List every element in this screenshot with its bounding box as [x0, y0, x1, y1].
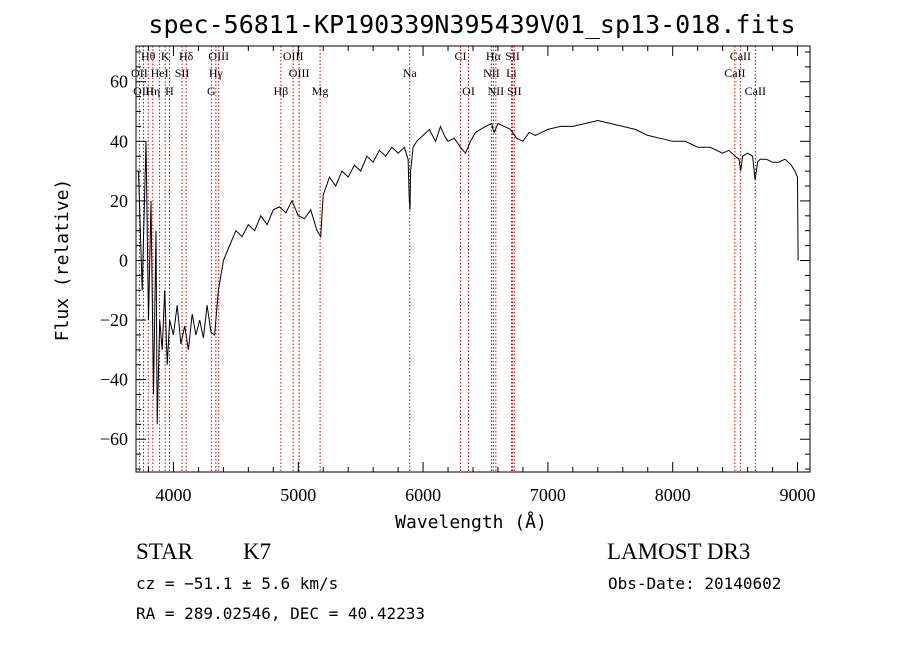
emission-line-label: SII: [507, 84, 522, 98]
emission-line-label: OIII: [133, 84, 154, 98]
emission-line-label: K: [161, 49, 170, 63]
emission-line-label: OI: [462, 84, 475, 98]
obs-date-text: Obs-Date: 20140602: [608, 574, 782, 593]
emission-line-label: HeI: [151, 66, 169, 80]
y-tick-label: −40: [100, 370, 128, 390]
emission-line-label: Hβ: [274, 84, 289, 98]
emission-line-label: H: [165, 84, 174, 98]
coordinates-text: RA = 289.02546, DEC = 40.42233: [136, 604, 425, 623]
emission-line-markers: [138, 46, 756, 472]
object-class: STAR: [136, 539, 193, 564]
emission-line-label: Hδ: [179, 49, 194, 63]
emission-line-label: OIII: [289, 66, 310, 80]
emission-line-label: CaII: [745, 84, 766, 98]
y-axis-label: Flux (relative): [52, 179, 73, 342]
emission-line-label: CI: [455, 49, 467, 63]
y-tick-label: 20: [110, 191, 128, 211]
x-tick-label: 6000: [405, 485, 441, 505]
y-tick-label: 40: [110, 131, 128, 151]
emission-line-label: OIII: [208, 49, 229, 63]
x-tick-label: 9000: [780, 485, 816, 505]
x-tick-label: 4000: [155, 485, 191, 505]
emission-line-label: Na: [403, 66, 418, 80]
emission-line-label: SII: [505, 49, 520, 63]
x-tick-label: 8000: [655, 485, 691, 505]
flux-spectrum-line: [138, 119, 799, 425]
y-tick-label: 60: [110, 72, 128, 92]
emission-line-label: Li: [506, 66, 517, 80]
y-tick-label: −20: [100, 310, 128, 330]
survey-name: LAMOST DR3: [607, 539, 751, 564]
emission-line-label: Hη: [145, 84, 160, 98]
plot-frame: [135, 45, 811, 473]
emission-line-label: Hθ: [141, 49, 156, 63]
emission-line-label: OII: [131, 66, 148, 80]
emission-line-label: Mg: [312, 84, 329, 98]
x-axis-ticks: 4000 5000 6000 7000 8000 9000: [147, 46, 816, 505]
emission-line-label: NII: [488, 84, 505, 98]
emission-line-label: Hα: [486, 49, 502, 63]
emission-line-label: OIII: [283, 49, 304, 63]
chart-title: spec-56811-KP190339N395439V01_sp13-018.f…: [148, 10, 795, 39]
emission-line-label: SII: [175, 66, 190, 80]
x-tick-label: 5000: [280, 485, 316, 505]
emission-line-label: G: [207, 84, 216, 98]
x-tick-label: 7000: [530, 485, 566, 505]
emission-line-label: CaII: [724, 66, 745, 80]
emission-line-label: CaII: [730, 49, 751, 63]
y-tick-label: 0: [119, 250, 128, 270]
object-subclass: K7: [243, 539, 272, 564]
redshift-text: cz = −51.1 ± 5.6 km/s: [136, 574, 339, 593]
emission-line-label: NII: [483, 66, 500, 80]
y-axis-ticks: −60 −40 −20 0 20 40 60: [100, 51, 810, 470]
x-axis-label: Wavelength (Å): [395, 511, 547, 533]
y-tick-label: −60: [100, 429, 128, 449]
emission-line-label: Hγ: [209, 66, 224, 80]
